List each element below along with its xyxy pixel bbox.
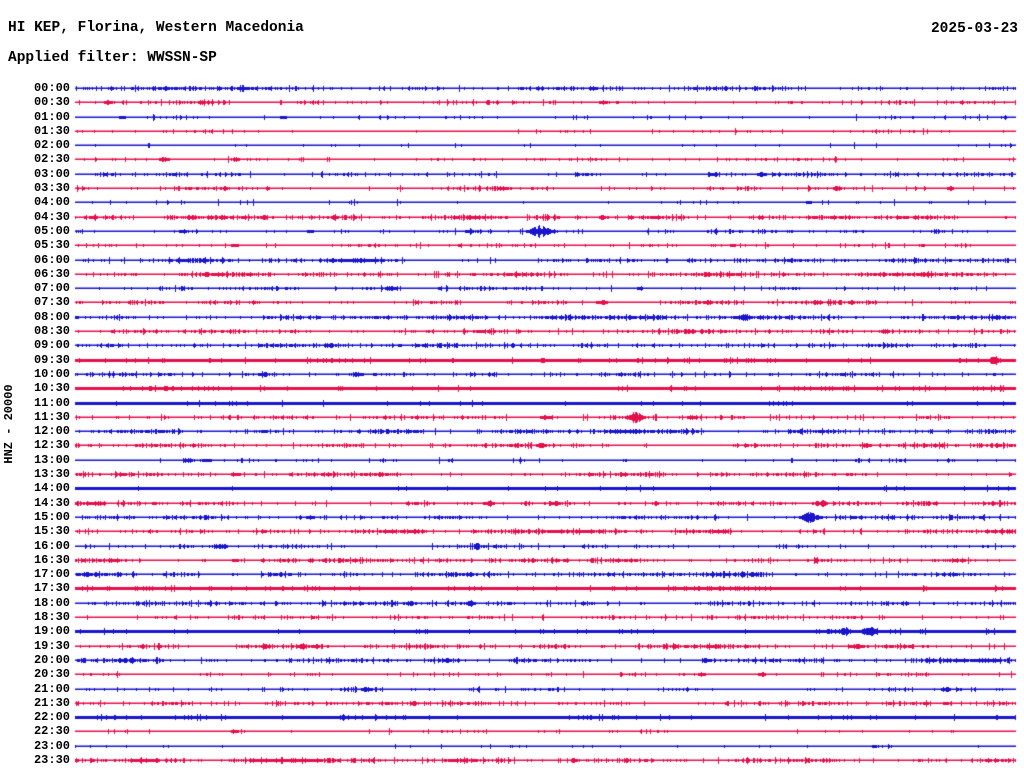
time-label: 02:00	[33, 138, 70, 152]
filter-label: Applied filter: WWSSN-SP	[8, 50, 217, 66]
time-label: 00:30	[33, 95, 70, 109]
time-label: 18:30	[33, 610, 70, 624]
time-label: 10:00	[33, 367, 70, 381]
time-label: 07:30	[33, 295, 70, 309]
time-label: 23:00	[33, 739, 70, 753]
time-label: 13:30	[33, 467, 70, 481]
time-label: 05:30	[33, 238, 70, 252]
time-label: 17:00	[33, 567, 70, 581]
time-label: 01:30	[33, 124, 70, 138]
time-label: 09:00	[33, 338, 70, 352]
time-label: 12:30	[33, 438, 70, 452]
time-label: 21:00	[33, 682, 70, 696]
time-label: 17:30	[33, 581, 70, 595]
time-label: 07:00	[33, 281, 70, 295]
time-label: 02:30	[33, 152, 70, 166]
time-label: 14:30	[33, 496, 70, 510]
time-label: 16:00	[33, 539, 70, 553]
time-label: 15:00	[33, 510, 70, 524]
time-label: 11:30	[33, 410, 70, 424]
time-label: 16:30	[33, 553, 70, 567]
time-label: 20:30	[33, 667, 70, 681]
time-label: 01:00	[33, 110, 70, 124]
time-label: 12:00	[33, 424, 70, 438]
time-labels-column: 00:00 00:30 01:00 01:30 02:00 02:30 03:00 03:30…	[0, 0, 70, 780]
time-label: 04:30	[33, 210, 70, 224]
time-label: 10:30	[33, 381, 70, 395]
time-label: 04:00	[33, 195, 70, 209]
time-label: 11:00	[33, 396, 70, 410]
time-label: 13:00	[33, 453, 70, 467]
time-label: 03:30	[33, 181, 70, 195]
time-label: 22:30	[33, 724, 70, 738]
time-label: 03:00	[33, 167, 70, 181]
time-label: 00:00	[33, 81, 70, 95]
time-label: 06:00	[33, 253, 70, 267]
date-label: 2025-03-23	[930, 21, 1018, 37]
time-label: 22:00	[33, 710, 70, 724]
time-label: 20:00	[33, 653, 70, 667]
time-label: 15:30	[33, 524, 70, 538]
time-label: 19:00	[33, 624, 70, 638]
time-label: 14:00	[33, 481, 70, 495]
time-label: 08:30	[33, 324, 70, 338]
time-label: 19:30	[33, 639, 70, 653]
time-label: 21:30	[33, 696, 70, 710]
time-label: 09:30	[33, 353, 70, 367]
time-label: 06:30	[33, 267, 70, 281]
time-label: 08:00	[33, 310, 70, 324]
time-label: 18:00	[33, 596, 70, 610]
time-label: 23:30	[33, 753, 70, 767]
station-title: HI KEP, Florina, Western Macedonia	[8, 20, 304, 36]
time-label: 05:00	[33, 224, 70, 238]
header: HI KEP, Florina, Western Macedonia Appli…	[8, 21, 304, 66]
